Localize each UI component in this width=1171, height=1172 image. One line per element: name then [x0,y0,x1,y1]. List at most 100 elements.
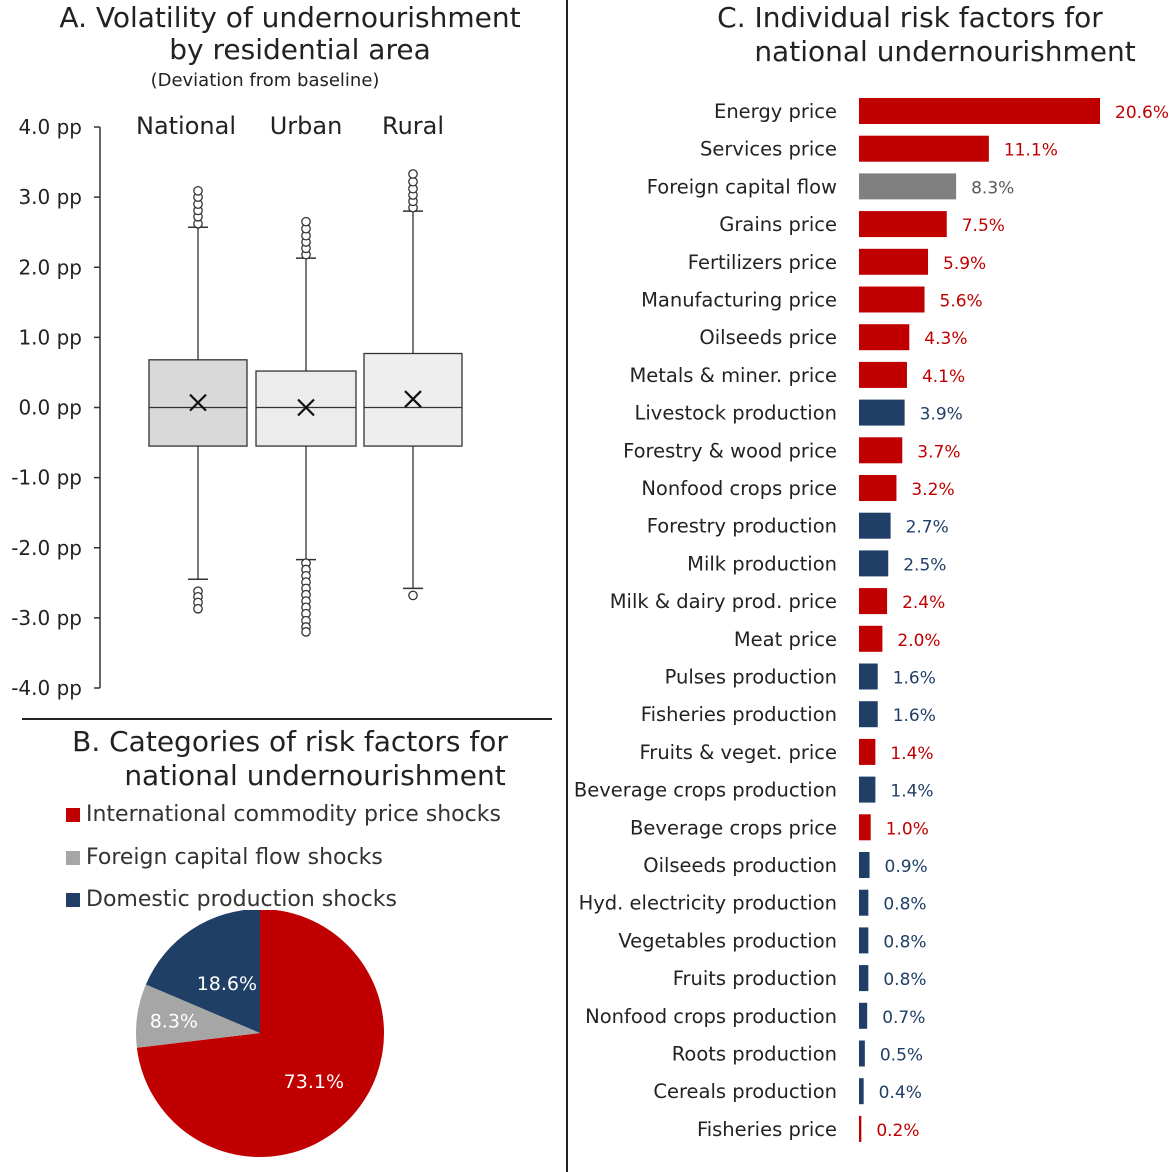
bar-category-label: Fertilizers price [688,251,837,274]
bar-value-label: 0.4% [879,1083,922,1103]
horizontal-divider [22,718,552,720]
legend-label-commodity: International commodity price shocks [86,802,501,827]
bar-value-label: 0.8% [883,895,926,915]
bar [859,1115,862,1142]
bar-value-label: 1.6% [893,669,936,689]
y-tick-label: -4.0 pp [11,676,82,700]
legend-item-capital: Foreign capital flow shocks [66,845,383,870]
bar-value-label: 2.7% [906,518,949,538]
bar-category-label: Fisheries production [641,703,837,726]
bar-category-label: Cereals production [653,1080,837,1103]
bar-value-label: 2.4% [902,593,945,613]
bar-value-label: 20.6% [1115,103,1169,123]
box-plot: 4.0 pp 3.0 pp 2.0 pp 1.0 pp 0.0 pp -1.0 pp -2.… [11,112,463,700]
bar-category-label: Livestock production [635,402,837,425]
bar-value-label: 11.1% [1004,141,1058,161]
bar [859,852,870,878]
legend-label-capital: Foreign capital flow shocks [86,845,383,870]
bar-value-label: 3.9% [920,405,963,425]
bar [859,211,947,238]
bar-value-label: 8.3% [971,178,1014,198]
bar-value-label: 0.8% [883,932,926,952]
y-tick-label: 2.0 pp [18,255,82,279]
bar-category-label: Vegetables production [618,929,837,952]
bar-value-label: 0.8% [883,970,926,990]
legend-swatch-commodity [66,807,80,822]
panel-b-title-line1: B. Categories of risk factors for [72,725,508,758]
bar-value-label: 2.0% [897,631,940,651]
bar [859,512,891,539]
y-tick-label: -3.0 pp [11,606,82,630]
outlier-point [408,590,418,601]
y-tick-label: 1.0 pp [18,325,82,349]
bar [859,361,907,388]
bar-value-label: 7.5% [962,216,1005,236]
bar-value-label: 0.9% [885,857,928,877]
bar [859,286,925,313]
bar [859,776,876,803]
bar [859,889,869,916]
bar [859,135,989,162]
panel-c-title-line2: national undernourishment [754,35,1136,68]
bar-category-label: Hyd. electricity production [579,892,837,915]
bar-category-label: Foreign capital flow [647,175,837,198]
bar [859,1040,865,1067]
bar-category-label: Manufacturing price [641,289,837,312]
bar-chart: Energy price 20.6% Services price 11.1% Fore… [574,98,1169,1142]
pie-slice-label: 73.1% [284,1071,344,1093]
bar-category-label: Roots production [672,1043,837,1066]
bar [859,173,957,200]
bar-value-label: 0.7% [882,1008,925,1028]
panel-a-title-line1: A. Volatility of undernourishment [59,1,521,34]
bar [859,625,883,652]
category-label: Urban [270,112,343,140]
bar-value-label: 2.5% [903,555,946,575]
mean-marker [189,393,207,412]
bar-category-label: Beverage crops price [630,816,837,839]
bar [859,588,888,615]
category-label: National [136,112,236,140]
bar-category-label: Nonfood crops price [641,477,837,500]
y-tick-label: 4.0 pp [18,115,82,139]
pie-slice [136,910,384,1157]
bar [859,965,869,992]
bar-category-label: Nonfood crops production [585,1005,837,1028]
bar [859,98,1100,124]
bar [859,1078,864,1105]
bar-category-label: Fruits & veget. price [640,741,838,764]
bar-category-label: Oilseeds production [643,854,837,877]
bar-category-label: Fisheries price [697,1118,837,1141]
bar [859,663,878,690]
bar-category-label: Grains price [719,213,837,236]
bar-category-label: Meat price [734,628,837,651]
bar-value-label: 5.9% [943,254,986,274]
legend-label-production: Domestic production shocks [86,887,397,912]
bar-value-label: 1.6% [893,706,936,726]
bar-category-label: Oilseeds price [699,326,837,349]
pie-slice-label: 18.6% [197,973,257,995]
panel-c-title-line1: C. Individual risk factors for [717,1,1103,34]
pie-chart: 73.1% 8.3% 18.6% [136,910,384,1157]
y-tick-label: 3.0 pp [18,185,82,209]
pie-slice [145,910,260,1033]
bar-category-label: Fruits production [673,967,837,990]
panel-a-subtitle: (Deviation from baseline) [150,70,380,91]
bar-category-label: Energy price [714,100,837,123]
bar-value-label: 0.2% [876,1121,919,1141]
bar-category-label: Forestry production [647,515,837,538]
bar-category-label: Milk production [687,552,837,575]
outlier-point [408,169,418,179]
pie-slice [136,984,260,1048]
vertical-divider [566,0,568,1172]
bar [859,399,905,426]
outlier-point [301,627,311,637]
bar-value-label: 4.3% [924,329,967,349]
bar [859,927,869,954]
bar [859,437,903,464]
bar-value-label: 1.4% [890,782,933,802]
bar-value-label: 1.4% [890,744,933,764]
bar [859,475,897,501]
pie-slice-label: 8.3% [150,1011,198,1033]
bar [859,1002,868,1029]
bar [859,738,876,765]
